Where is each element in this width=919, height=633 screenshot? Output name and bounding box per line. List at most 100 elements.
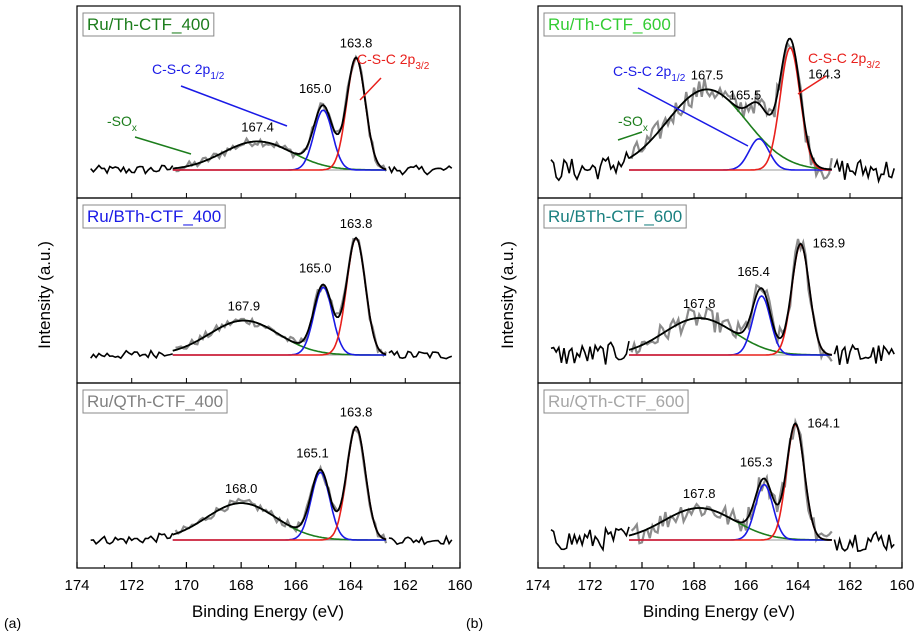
xps-panel-5: Ru/BTh-CTF_600 163.9 165.4 167.8	[537, 197, 903, 384]
panel-title: Ru/QTh-CTF_600	[543, 389, 689, 414]
peak-label-sox: 167.4	[241, 119, 274, 134]
experimental-trace	[630, 417, 833, 545]
panel-title-text: Ru/QTh-CTF_600	[548, 392, 684, 411]
component-p32	[172, 425, 387, 541]
peak-label-p12: 165.5	[729, 88, 762, 103]
annotation-pointer-p32	[359, 77, 382, 101]
panel-title-text: Ru/BTh-CTF_600	[548, 207, 682, 226]
peak-label-sox: 167.5	[691, 67, 724, 82]
x-tick-label: 164	[785, 577, 810, 594]
peak-label-p32: 163.8	[340, 36, 373, 51]
panel-title-box	[82, 389, 228, 414]
panel-title-box	[82, 204, 226, 229]
raw-trace-left	[90, 348, 173, 360]
raw-trace-left	[90, 164, 174, 175]
experimental-trace	[174, 428, 388, 544]
peak-label-p12: 165.0	[299, 261, 332, 276]
peak-label-p32: 163.8	[340, 405, 373, 420]
panel-title: Ru/QTh-CTF_400	[82, 389, 228, 414]
x-tick-label: 160	[889, 577, 914, 594]
xps-panel-6: Ru/QTh-CTF_600 164.1 165.3 167.8 174 172 170 16…	[525, 382, 915, 594]
experimental-trace	[630, 238, 833, 362]
panel-title: Ru/Th-CTF_600	[543, 12, 676, 37]
peak-label-sox: 167.8	[683, 296, 716, 311]
component-sox	[172, 319, 387, 356]
xps-panel-3: Ru/QTh-CTF_400 163.8 165.1 168.0 174 172 170 16…	[64, 382, 473, 594]
peak-label-sox: 167.8	[683, 486, 716, 501]
component-p12	[629, 483, 832, 541]
raw-trace-right	[833, 343, 895, 365]
component-p32	[629, 243, 832, 356]
y-axis-label-b: Intensity (a.u.)	[498, 241, 517, 349]
fit-envelope	[628, 37, 832, 171]
experimental-trace	[175, 237, 387, 358]
x-tick-label: 166	[733, 577, 758, 594]
annotation-sox: -SOx	[107, 113, 137, 134]
x-tick-label: 170	[174, 577, 199, 594]
raw-trace-left	[90, 532, 174, 545]
annotation-p32: C-S-C 2p3/2	[357, 51, 430, 72]
x-tick-label: 172	[119, 577, 144, 594]
peak-label-p12: 165.0	[299, 81, 332, 96]
fit-envelope	[628, 242, 832, 356]
charts-group: Ru/Th-CTF_400 163.8 165.0 167.4 C-S-C 2p3/2 C…	[64, 5, 915, 594]
peak-label-p32: 164.1	[807, 415, 840, 430]
panel-title-text: Ru/QTh-CTF_400	[87, 392, 223, 411]
annotation-pointer-p32	[797, 75, 827, 95]
xps-panel-1: Ru/Th-CTF_400 163.8 165.0 167.4 C-S-C 2p3/2 C…	[76, 5, 461, 199]
annotation-p32: C-S-C 2p3/2	[808, 50, 881, 71]
xps-panel-2: Ru/BTh-CTF_400 163.8 165.0 167.9	[76, 197, 461, 384]
x-tick-label: 162	[393, 577, 418, 594]
panel-title-box	[543, 389, 689, 414]
panel-title-text: Ru/Th-CTF_600	[548, 15, 671, 34]
peak-label-p12: 165.3	[740, 455, 773, 470]
peak-label-sox: 168.0	[225, 481, 258, 496]
raw-trace-left	[550, 150, 630, 182]
x-tick-label: 168	[229, 577, 254, 594]
component-p12	[172, 286, 387, 356]
panel-label-b: (b)	[466, 615, 483, 631]
raw-trace-left	[550, 340, 630, 365]
peak-label-p32: 164.3	[808, 67, 841, 82]
x-tick-label: 170	[629, 577, 654, 594]
panel-title-box	[543, 12, 676, 37]
x-tick-label: 166	[283, 577, 308, 594]
x-tick-label: 162	[837, 577, 862, 594]
raw-trace-right	[833, 157, 895, 184]
fit-envelope	[628, 422, 832, 541]
raw-trace-right	[388, 534, 453, 546]
peak-label-p12: 165.4	[737, 264, 770, 279]
annotation-pointer-sox	[617, 131, 643, 141]
peak-label-sox: 167.9	[228, 299, 261, 314]
fit-envelope	[172, 56, 387, 171]
panel-title: Ru/Th-CTF_400	[82, 12, 215, 37]
peak-label-p32: 163.9	[813, 236, 846, 251]
peak-label-p32: 163.8	[340, 216, 373, 231]
fit-envelope	[172, 425, 387, 541]
xps-panel-4: Ru/Th-CTF_600 164.3 165.5 167.5 C-S-C 2p3/2 C…	[537, 5, 903, 199]
raw-trace-left	[550, 525, 630, 553]
x-tick-label: 172	[577, 577, 602, 594]
panel-title: Ru/BTh-CTF_600	[543, 204, 687, 229]
fit-envelope	[172, 236, 387, 356]
annotation-pointer-p12	[180, 85, 288, 127]
annotation-p12: C-S-C 2p1/2	[613, 63, 686, 84]
panel-title-box	[82, 12, 215, 37]
annotation-pointer-p12	[637, 87, 749, 147]
panel-title: Ru/BTh-CTF_400	[82, 204, 226, 229]
x-tick-label: 174	[64, 577, 89, 594]
annotation-p12: C-S-C 2p1/2	[152, 61, 225, 82]
panel-title-text: Ru/Th-CTF_400	[87, 15, 210, 34]
raw-trace-right	[388, 349, 453, 360]
x-axis-label-a: Binding Energy (eV)	[192, 602, 344, 621]
x-axis-label-b: Binding Energy (eV)	[643, 602, 795, 621]
peak-label-p12: 165.1	[296, 446, 329, 461]
raw-trace-right	[388, 164, 453, 176]
raw-trace-right	[833, 530, 895, 552]
x-tick-label: 174	[525, 577, 550, 594]
panel-title-text: Ru/BTh-CTF_400	[87, 207, 221, 226]
annotation-pointer-sox	[134, 136, 192, 155]
x-tick-label: 160	[447, 577, 472, 594]
component-sox	[172, 502, 387, 541]
